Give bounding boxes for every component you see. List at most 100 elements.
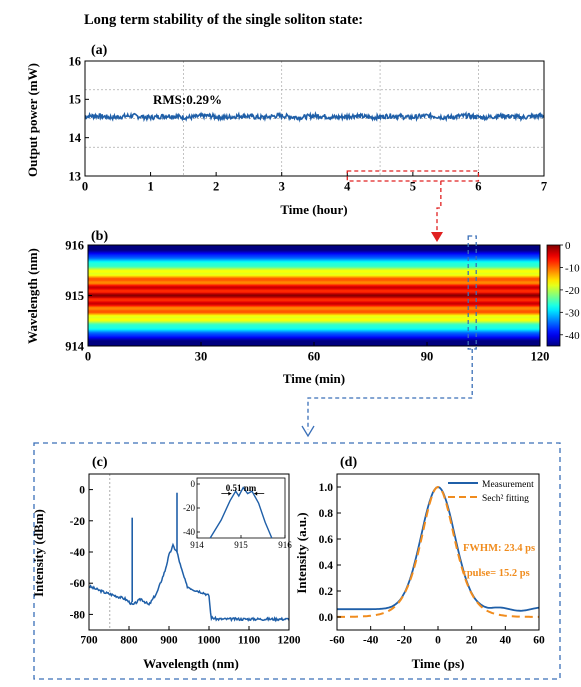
- panel-a-ytick-label: 13: [69, 169, 82, 183]
- panel-d: (d) -60 -40 -20 0 20 40 60 0.0 0.2 0.4 0.6 0.8 1.0 M…: [294, 455, 545, 671]
- panel-b-ylabel: Wavelength (nm): [25, 248, 40, 344]
- connector-blue-line: [307, 349, 473, 430]
- panel-c-ticks: 700 800 900 1000 1100 1200 0 -20 -40 -60 -80: [70, 485, 301, 647]
- panel-c-xtick-label: 1000: [198, 635, 221, 647]
- panel-c-xtick-label: 800: [120, 635, 138, 647]
- colorbar-tick-label: -30: [565, 307, 580, 319]
- panel-c-ylabel: Intensity (dBm): [31, 509, 46, 597]
- panel-a-xtick-label: 2: [213, 180, 219, 194]
- panel-d-xtick-label: -20: [397, 635, 413, 647]
- panel-d-xlabel: Time (ps): [412, 656, 465, 671]
- inset-arrowhead-left: [228, 491, 232, 496]
- panel-d-fit-trace: [337, 485, 539, 618]
- panel-c-inset: 914 915 916 0 -20 -40 0.51 nm: [183, 477, 292, 550]
- panel-b-xtick-label: 0: [85, 350, 91, 364]
- inset-width-arrows: [221, 491, 265, 496]
- colorbar-tick-label: 0: [565, 240, 571, 252]
- panel-d-ytick-label: 0.6: [319, 534, 334, 546]
- panel-b-ticks: 0 30 60 90 120 914 915 916: [65, 238, 549, 363]
- panel-a-ytick-label: 14: [69, 131, 82, 145]
- inset-ticks: 914 915 916 0 -20 -40: [183, 479, 292, 550]
- inset-xtick-label: 916: [278, 540, 292, 550]
- panel-b-ytick-label: 916: [65, 238, 84, 252]
- panel-d-ytick-label: 0.8: [319, 508, 334, 520]
- panel-a-power-trace: [84, 111, 545, 123]
- panel-c-ytick-label: -60: [70, 578, 86, 590]
- panel-b-xlabel: Time (min): [283, 371, 345, 386]
- panel-d-ytick-label: 0.4: [319, 560, 334, 572]
- panel-c-xtick-label: 1100: [238, 635, 261, 647]
- panel-c-ytick-label: -80: [70, 609, 86, 621]
- panel-c-ytick-label: 0: [79, 485, 85, 497]
- panel-d-xtick-label: 0: [435, 635, 441, 647]
- panel-a-xtick-label: 1: [147, 180, 153, 194]
- panel-a-xtick-label: 7: [541, 180, 547, 194]
- zoom-region-box: [33, 442, 561, 680]
- figure-title: Long term stability of the single solito…: [84, 12, 363, 28]
- connector-red-line: [436, 181, 442, 234]
- connector-arrow-b-to-zoom: [301, 349, 473, 438]
- colorbar-tick-label: -10: [565, 262, 580, 274]
- panel-a-xtick-label: 6: [475, 180, 481, 194]
- connector-blue-arrowhead: [301, 425, 315, 438]
- panel-d-pulse-annotation: τpulse= 15.2 ps: [462, 568, 530, 579]
- panel-a-rms-annotation: RMS:0.29%: [153, 92, 222, 107]
- panel-a-label: (a): [91, 43, 108, 58]
- inset-annotation: 0.51 nm: [226, 483, 257, 493]
- panel-d-ytick-label: 0.0: [319, 612, 334, 624]
- panel-b-ytick-label: 915: [65, 289, 84, 303]
- panel-c-label: (c): [92, 455, 108, 470]
- panel-d-ytick-label: 0.2: [319, 586, 334, 598]
- panel-d-ticks: -60 -40 -20 0 20 40 60 0.0 0.2 0.4 0.6 0.8 1.0: [319, 482, 545, 646]
- panel-a-ytick-label: 16: [69, 54, 82, 68]
- panel-a-xtick-label: 5: [410, 180, 416, 194]
- inset-ytick-label: 0: [191, 479, 196, 489]
- panel-b-xtick-label: 90: [421, 350, 434, 364]
- legend-measurement-label: Measurement: [482, 480, 534, 490]
- panel-d-xtick-label: -60: [329, 635, 345, 647]
- inset-xtick-label: 914: [190, 540, 204, 550]
- inset-ytick-label: -20: [183, 503, 195, 513]
- panel-a-xtick-label: 3: [279, 180, 285, 194]
- panel-b-highlight-box: [467, 235, 477, 350]
- panel-d-xtick-label: -40: [363, 635, 379, 647]
- panel-b-ytick-label: 914: [65, 339, 85, 353]
- inset-spectrum-trace: [209, 486, 273, 539]
- panel-d-ytick-label: 1.0: [319, 482, 334, 494]
- panel-c-ytick-label: -40: [70, 547, 86, 559]
- panel-b-colorbar: [546, 244, 561, 347]
- panel-a-ytick-label: 15: [69, 93, 82, 107]
- panel-b-heatmap: [88, 245, 540, 346]
- panel-c-spectrum-trace: [88, 542, 290, 623]
- panel-c: (c) 700 800 900 1000 1100 1200 0 -20 -40 -60 -80 9…: [31, 455, 301, 671]
- panel-b-xtick-label: 120: [531, 350, 550, 364]
- inset-arrowhead-right: [254, 491, 258, 496]
- panel-b: (b) 0 30 60 90 120 914 915 916 0 -10 -20 -30 -40 Ti…: [25, 229, 580, 386]
- panel-d-label: (d): [340, 455, 357, 470]
- panel-b-label: (b): [91, 229, 108, 244]
- panel-b-xtick-label: 30: [195, 350, 208, 364]
- colorbar-tick-label: -40: [565, 330, 580, 342]
- legend-fit-label: Sech² fitting: [482, 493, 529, 504]
- panel-d-xtick-label: 40: [500, 635, 512, 647]
- panel-d-legend: Measurement Sech² fitting: [448, 480, 534, 504]
- panel-c-xtick-label: 1200: [278, 635, 301, 647]
- panel-c-xtick-label: 900: [160, 635, 178, 647]
- panel-d-xtick-label: 20: [466, 635, 478, 647]
- colorbar-tick-label: -20: [565, 285, 580, 297]
- panel-c-xlabel: Wavelength (nm): [143, 656, 239, 671]
- panel-d-fwhm-annotation: FWHM: 23.4 ps: [463, 543, 535, 554]
- panel-d-xtick-label: 60: [533, 635, 545, 647]
- panel-a-xlabel: Time (hour): [280, 202, 347, 217]
- panel-c-peaks: [131, 492, 178, 602]
- panel-a-ylabel: Output power (mW): [25, 63, 40, 177]
- connector-arrow-a-to-b: [431, 181, 443, 242]
- panel-b-xtick-label: 60: [308, 350, 321, 364]
- panel-a-xtick-label: 4: [344, 180, 351, 194]
- panel-a: (a) 0 1 2 3 4 5 6 7 13 14 15 16 RMS:0.29% Time (hou…: [25, 43, 547, 217]
- panel-b-colorbar-ticks: 0 -10 -20 -30 -40: [560, 240, 580, 342]
- panel-a-frame: [84, 60, 545, 177]
- connector-red-arrowhead: [431, 232, 443, 242]
- panel-c-xtick-label: 700: [80, 635, 98, 647]
- panel-c-ytick-label: -20: [70, 516, 86, 528]
